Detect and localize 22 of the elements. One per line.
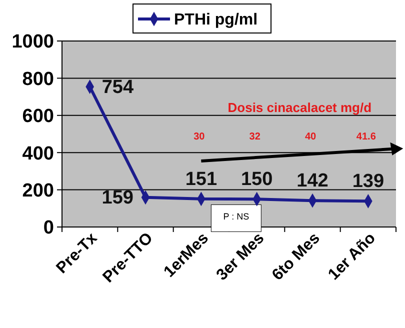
data-label: 754 — [102, 76, 134, 98]
annotation: Dosis cinacalacet mg/d — [228, 100, 372, 116]
y-tick-label: 600 — [22, 106, 54, 128]
annotation: 41.6 — [356, 132, 376, 143]
y-tick-label: 1000 — [12, 32, 54, 53]
annotation: 32 — [249, 132, 261, 143]
x-tick-label: 3er Mes — [214, 230, 268, 284]
annotation: 30 — [194, 132, 206, 143]
y-tick-label: 200 — [22, 180, 54, 202]
data-label: 151 — [185, 168, 218, 190]
x-tick-label: 6to Mes — [269, 230, 324, 284]
data-label: 150 — [240, 169, 273, 190]
data-label: 142 — [296, 170, 328, 192]
legend-label: PTHi pg/ml — [174, 12, 258, 29]
annotation: 40 — [304, 132, 316, 143]
annotation: P : NS — [223, 212, 250, 222]
y-tick-label: 800 — [22, 68, 54, 90]
x-tick-label: 1er Año — [325, 230, 380, 284]
y-tick-label: 0 — [43, 218, 54, 239]
data-label: 159 — [102, 187, 134, 208]
data-label: 139 — [352, 171, 384, 192]
y-tick-label: 400 — [22, 143, 54, 164]
